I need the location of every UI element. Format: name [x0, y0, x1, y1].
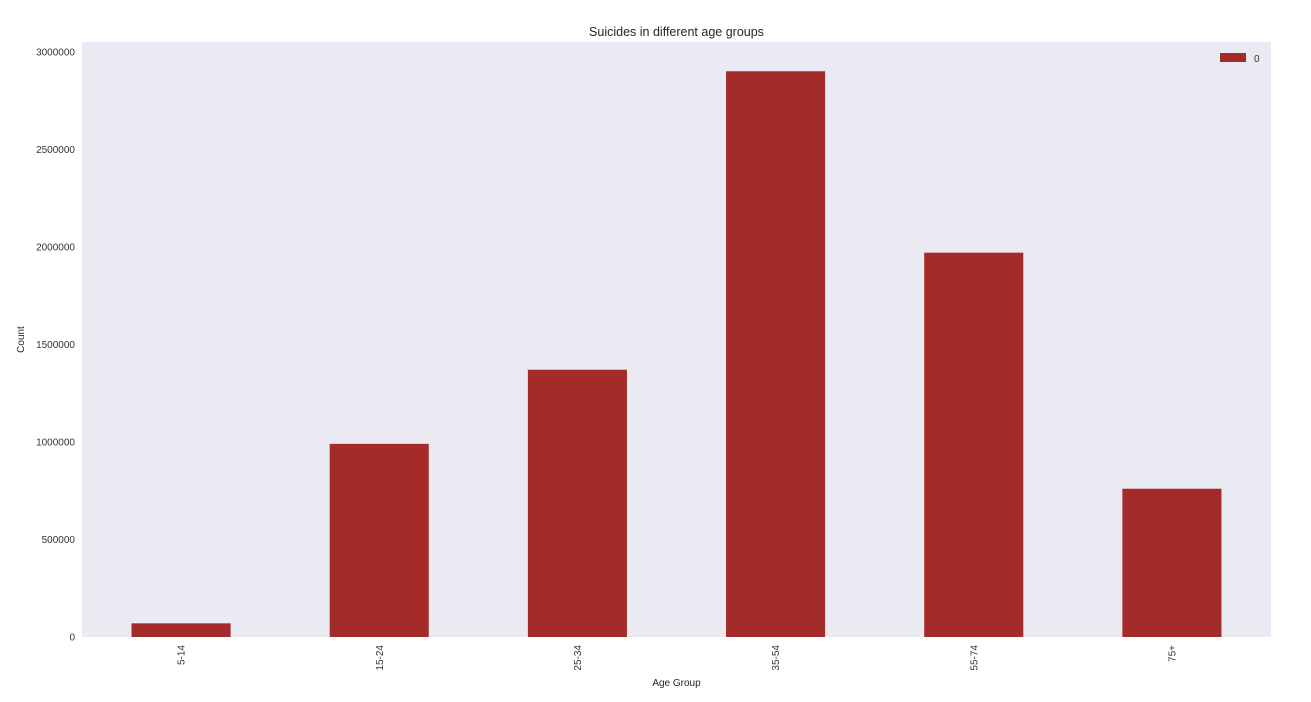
bar-15-24 [329, 443, 429, 637]
legend-label: 0 [1254, 54, 1260, 65]
x-tick-label: 55-74 [969, 645, 980, 671]
y-tick-label: 500000 [42, 535, 76, 546]
bar-35-54 [726, 71, 826, 637]
x-axis-ticks: 5-14 15-24 25-34 35-54 55-74 75+ [177, 645, 1179, 671]
y-axis-ticks: 0 500000 1000000 1500000 2000000 2500000 30000… [36, 47, 75, 643]
y-tick-label: 2500000 [36, 145, 75, 156]
x-tick-label: 35-54 [771, 645, 782, 671]
x-tick-label: 5-14 [177, 645, 188, 665]
bar-55-74 [924, 252, 1024, 637]
x-tick-label: 25-34 [573, 645, 584, 671]
bars-group [131, 71, 1222, 637]
y-tick-label: 1500000 [36, 340, 75, 351]
legend: 0 [1220, 53, 1260, 65]
chart-title: Suicides in different age groups [589, 25, 764, 39]
bar-75+ [1122, 488, 1222, 637]
bar-25-34 [527, 369, 627, 637]
plot-area [82, 42, 1271, 637]
y-axis-label: Count [16, 326, 27, 353]
y-tick-label: 0 [69, 633, 75, 644]
x-tick-label: 75+ [1167, 645, 1178, 662]
y-tick-label: 2000000 [36, 242, 75, 253]
x-tick-label: 15-24 [375, 645, 386, 671]
y-tick-label: 3000000 [36, 47, 75, 58]
y-tick-label: 1000000 [36, 437, 75, 448]
legend-swatch [1220, 53, 1246, 62]
bar-5-14 [131, 623, 231, 637]
x-axis-label: Age Group [652, 678, 701, 689]
